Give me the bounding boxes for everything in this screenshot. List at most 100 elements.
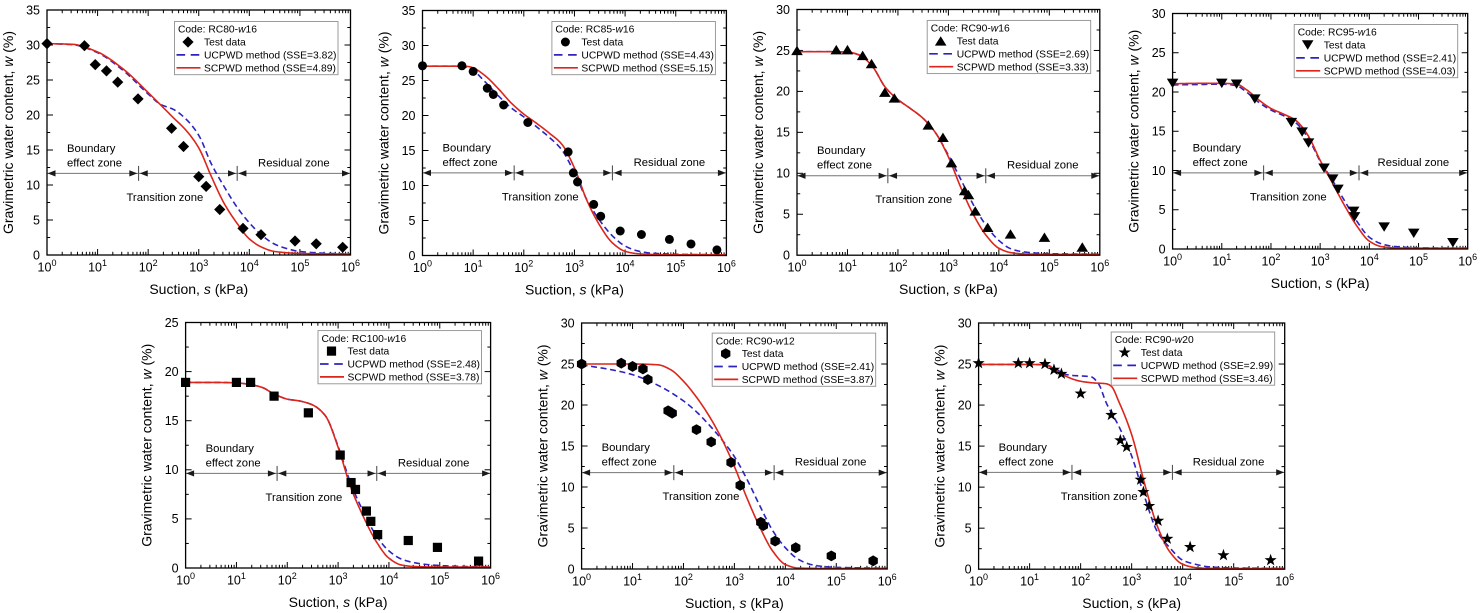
- data-point-triangle-down: [1318, 163, 1330, 173]
- y-tick-label: 25: [958, 357, 972, 371]
- y-tick-label: 30: [1152, 7, 1166, 21]
- data-point-hexagon: [691, 424, 702, 435]
- legend-box: [174, 21, 339, 76]
- y-tick-label: 30: [776, 3, 790, 17]
- data-point-triangle-down: [1326, 174, 1339, 184]
- plot-frame: [977, 322, 1286, 570]
- boundary-zone-label: Boundary: [999, 442, 1048, 454]
- data-point-circle: [523, 118, 533, 127]
- data-point-hexagon: [791, 542, 801, 554]
- data-point-square: [361, 506, 371, 516]
- transition-zone-label: Transition zone: [875, 194, 952, 206]
- x-tick-label: 102: [1071, 572, 1090, 589]
- legend-ucpwd-label: UCPWD method (SSE=2.41): [742, 362, 874, 373]
- legend-code: Code: RC95-w16: [1298, 28, 1377, 39]
- zone-arrowhead: [423, 169, 431, 176]
- zone-arrowhead: [889, 172, 898, 179]
- data-point-hexagon: [627, 361, 638, 372]
- y-tick-label: 25: [561, 357, 575, 371]
- legend-code: Code: RC85-w16: [555, 25, 634, 36]
- data-point-square: [246, 377, 256, 388]
- zone-arrowhead: [267, 470, 276, 477]
- x-tick-label: 104: [379, 571, 398, 588]
- y-tick-label: 0: [409, 249, 416, 263]
- plot-frame: [46, 9, 352, 256]
- x-tick-label: 100: [572, 572, 591, 589]
- x-tick-label: 101: [838, 258, 857, 275]
- zone-arrowhead: [377, 470, 386, 477]
- zone-arrowhead: [674, 469, 683, 476]
- x-tick-label: 106: [1275, 572, 1294, 589]
- y-tick-label: 0: [568, 562, 575, 576]
- x-tick-label: 103: [939, 258, 958, 275]
- data-point-star: [1143, 499, 1156, 512]
- legend: Code: RC100-w16 Test data UCPWD method (SS…: [317, 330, 482, 385]
- data-point-square: [373, 530, 383, 540]
- zone-arrowhead: [775, 469, 784, 476]
- legend-test-label: Test data: [742, 349, 784, 360]
- x-tick-label: 103: [725, 572, 744, 589]
- x-axis-title: Suction, s (kPa): [899, 281, 998, 297]
- legend-test-label: Test data: [1141, 348, 1183, 359]
- x-tick-label: 102: [278, 571, 297, 588]
- zone-arrowhead: [1254, 169, 1263, 176]
- y-tick-label: 10: [402, 179, 416, 193]
- data-point-hexagon: [735, 479, 745, 491]
- boundary-zone-label2: effect zone: [206, 457, 261, 469]
- x-tick-label: 101: [1020, 572, 1039, 589]
- boundary-zone-label2: effect zone: [817, 160, 872, 172]
- zone-arrowhead: [1163, 469, 1172, 476]
- zone-arrowhead: [986, 172, 995, 179]
- x-tick-label: 105: [666, 259, 685, 276]
- x-tick-label: 104: [240, 258, 259, 275]
- x-tick-label: 100: [38, 258, 57, 275]
- data-point-circle: [636, 230, 646, 239]
- data-point-circle: [457, 61, 467, 71]
- boundary-zone-label: Boundary: [206, 443, 255, 455]
- data-point-triangle-up: [830, 44, 843, 55]
- data-point-triangle-down: [1348, 212, 1361, 222]
- x-tick-label: 105: [1224, 572, 1243, 589]
- data-point-diamond: [112, 76, 124, 88]
- legend-marker-star: [1118, 346, 1131, 358]
- subplot-rc100-w16: 100 101 102 103 104 105 106 0 5 10 15 20 25 Boundary e…: [139, 316, 500, 610]
- test-data-points: [41, 38, 349, 253]
- legend-ucpwd-label: UCPWD method (SSE=2.69): [957, 49, 1089, 60]
- data-point-triangle-up: [1004, 229, 1017, 239]
- legend-scpwd-label: SCPWD method (SSE=3.33): [957, 62, 1089, 73]
- data-point-triangle-up: [1038, 232, 1051, 242]
- legend-scpwd-label: SCPWD method (SSE=4.89): [204, 63, 336, 74]
- legend-ucpwd-label: UCPWD method (SSE=2.99): [1141, 361, 1273, 372]
- y-tick-label: 30: [26, 38, 40, 52]
- data-point-triangle-down: [1296, 127, 1308, 137]
- legend: Code: RC95-w16 Test data UCPWD method (SSE…: [1293, 24, 1459, 79]
- legend: Code: RC80-w16 Test data UCPWD method (SSE…: [174, 21, 339, 76]
- data-point-star: [1217, 548, 1230, 561]
- data-point-triangle-down: [1302, 138, 1315, 148]
- y-tick-label: 5: [1159, 203, 1166, 217]
- legend-test-label: Test data: [957, 37, 999, 48]
- zone-arrowhead: [1062, 469, 1071, 476]
- y-tick-label: 25: [165, 316, 179, 330]
- y-tick-label: 20: [26, 108, 40, 122]
- scpwd-curve: [46, 42, 351, 255]
- legend-marker-diamond: [182, 36, 194, 48]
- data-point-circle: [563, 147, 573, 157]
- y-tick-label: 0: [172, 561, 179, 575]
- data-point-hexagon: [826, 550, 837, 562]
- x-tick-label: 106: [878, 572, 897, 589]
- x-tick-label: 104: [1173, 572, 1192, 589]
- test-data-points: [576, 357, 878, 567]
- x-axis-title: Suction, s (kPa): [685, 595, 784, 611]
- y-tick-label: 25: [402, 74, 416, 88]
- data-point-triangle-down: [1215, 78, 1228, 89]
- x-axis-title: Suction, s (kPa): [1082, 595, 1181, 611]
- data-point-diamond: [237, 222, 249, 234]
- transition-zone-label: Transition zone: [126, 192, 203, 204]
- y-tick-label: 10: [561, 480, 575, 494]
- zone-annotations: Boundary effect zone Transition zone Residu…: [797, 145, 1100, 206]
- boundary-zone-label2: effect zone: [1193, 157, 1248, 169]
- x-tick-label: 105: [827, 572, 846, 589]
- zone-arrowhead: [603, 169, 612, 176]
